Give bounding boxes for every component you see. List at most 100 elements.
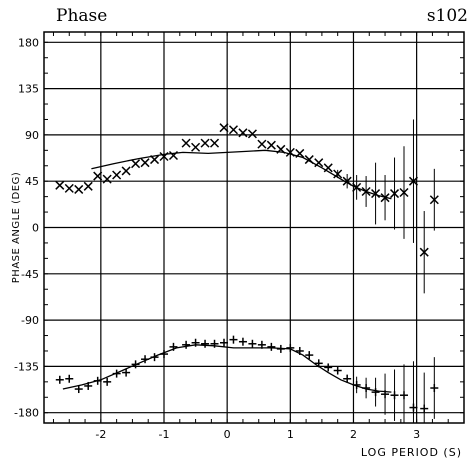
x-marker [131,159,141,169]
x-tick-label: -1 [159,428,170,441]
plus-marker [103,377,112,386]
y-tick-label: 45 [25,175,39,188]
x-marker [112,170,122,180]
x-marker [191,142,201,152]
x-marker [181,138,191,148]
x-marker [399,187,409,198]
plus-marker [267,342,276,351]
x-marker [333,169,343,179]
data-markers [55,123,439,413]
plus-marker [74,385,83,394]
plus-marker [65,374,74,383]
x-marker [352,182,362,192]
x-marker [361,186,371,197]
plus-marker [371,388,380,397]
y-tick-label: 0 [32,222,39,235]
y-tick-label: -90 [21,314,39,327]
plus-marker [286,343,295,352]
x-marker [276,144,286,154]
plus-marker [220,338,228,347]
x-marker [419,247,429,257]
site-label: s102 [426,6,468,26]
plus-marker [201,339,210,348]
x-marker [304,155,314,165]
grid-lines [44,32,464,423]
x-marker [257,139,267,149]
error-bars [337,119,435,423]
x-marker [168,150,179,161]
x-marker [55,180,65,190]
x-marker [285,147,295,157]
plus-marker [343,374,352,383]
plus-marker [295,346,304,355]
plus-marker [150,353,159,362]
x-tick-label: 3 [413,428,420,441]
x-marker [371,189,381,199]
plus-marker [352,380,361,389]
plus-marker [93,376,102,385]
plus-marker [248,339,257,348]
plus-marker [333,366,342,375]
plus-marker [324,363,333,372]
plus-marker [55,375,64,384]
chart-title: Phase [56,6,108,26]
x-marker [429,195,439,205]
y-tick-label: 90 [25,129,39,142]
x-marker [238,128,248,138]
tick-labels: -2 -1 0 1 2 3 180 135 90 45 0 -45 -90 -135 -180 [14,36,420,441]
x-marker [209,138,220,148]
x-marker [314,158,324,168]
plus-marker [381,390,390,399]
plus-marker [229,335,238,344]
x-marker [102,174,112,184]
plus-marker [409,403,418,412]
y-tick-label: 135 [18,83,39,96]
plus-marker [182,340,191,349]
plus-marker [314,359,323,368]
x-marker [200,138,210,148]
y-tick-label: -135 [14,360,39,373]
plus-marker [141,355,150,364]
plus-marker [276,344,285,353]
x-marker [247,129,257,139]
x-marker [64,183,74,193]
y-tick-label: -180 [14,407,39,420]
x-marker [83,181,93,191]
y-tick-label: 180 [18,36,39,49]
x-marker [389,189,400,199]
plus-marker [238,337,247,346]
x-axis-label: LOG PERIOD (S) [361,446,462,459]
plus-marker [430,384,439,393]
plus-marker [305,351,314,360]
x-tick-label: 0 [224,428,231,441]
x-tick-label: 1 [287,428,294,441]
x-marker [159,151,169,162]
x-marker [74,184,84,194]
plus-marker [112,369,121,378]
plus-marker [257,340,266,349]
plus-marker [122,368,131,377]
x-marker [266,140,276,150]
plus-marker [400,391,408,400]
axis-ticks [44,32,465,423]
plus-marker [210,339,219,348]
x-marker [295,148,305,158]
plus-marker [362,384,371,393]
plus-marker [84,381,93,390]
x-marker [408,176,419,186]
plus-marker [420,404,429,413]
x-tick-label: 2 [350,428,357,441]
fit-curve [91,149,392,200]
plus-marker [191,338,200,347]
y-tick-label: -45 [21,268,39,281]
x-marker [149,155,160,165]
plus-marker [160,350,168,359]
x-marker [323,163,333,173]
x-marker [380,193,390,203]
x-marker [228,125,239,135]
plus-marker [390,391,399,400]
plus-marker [131,360,140,369]
x-marker [121,166,131,176]
